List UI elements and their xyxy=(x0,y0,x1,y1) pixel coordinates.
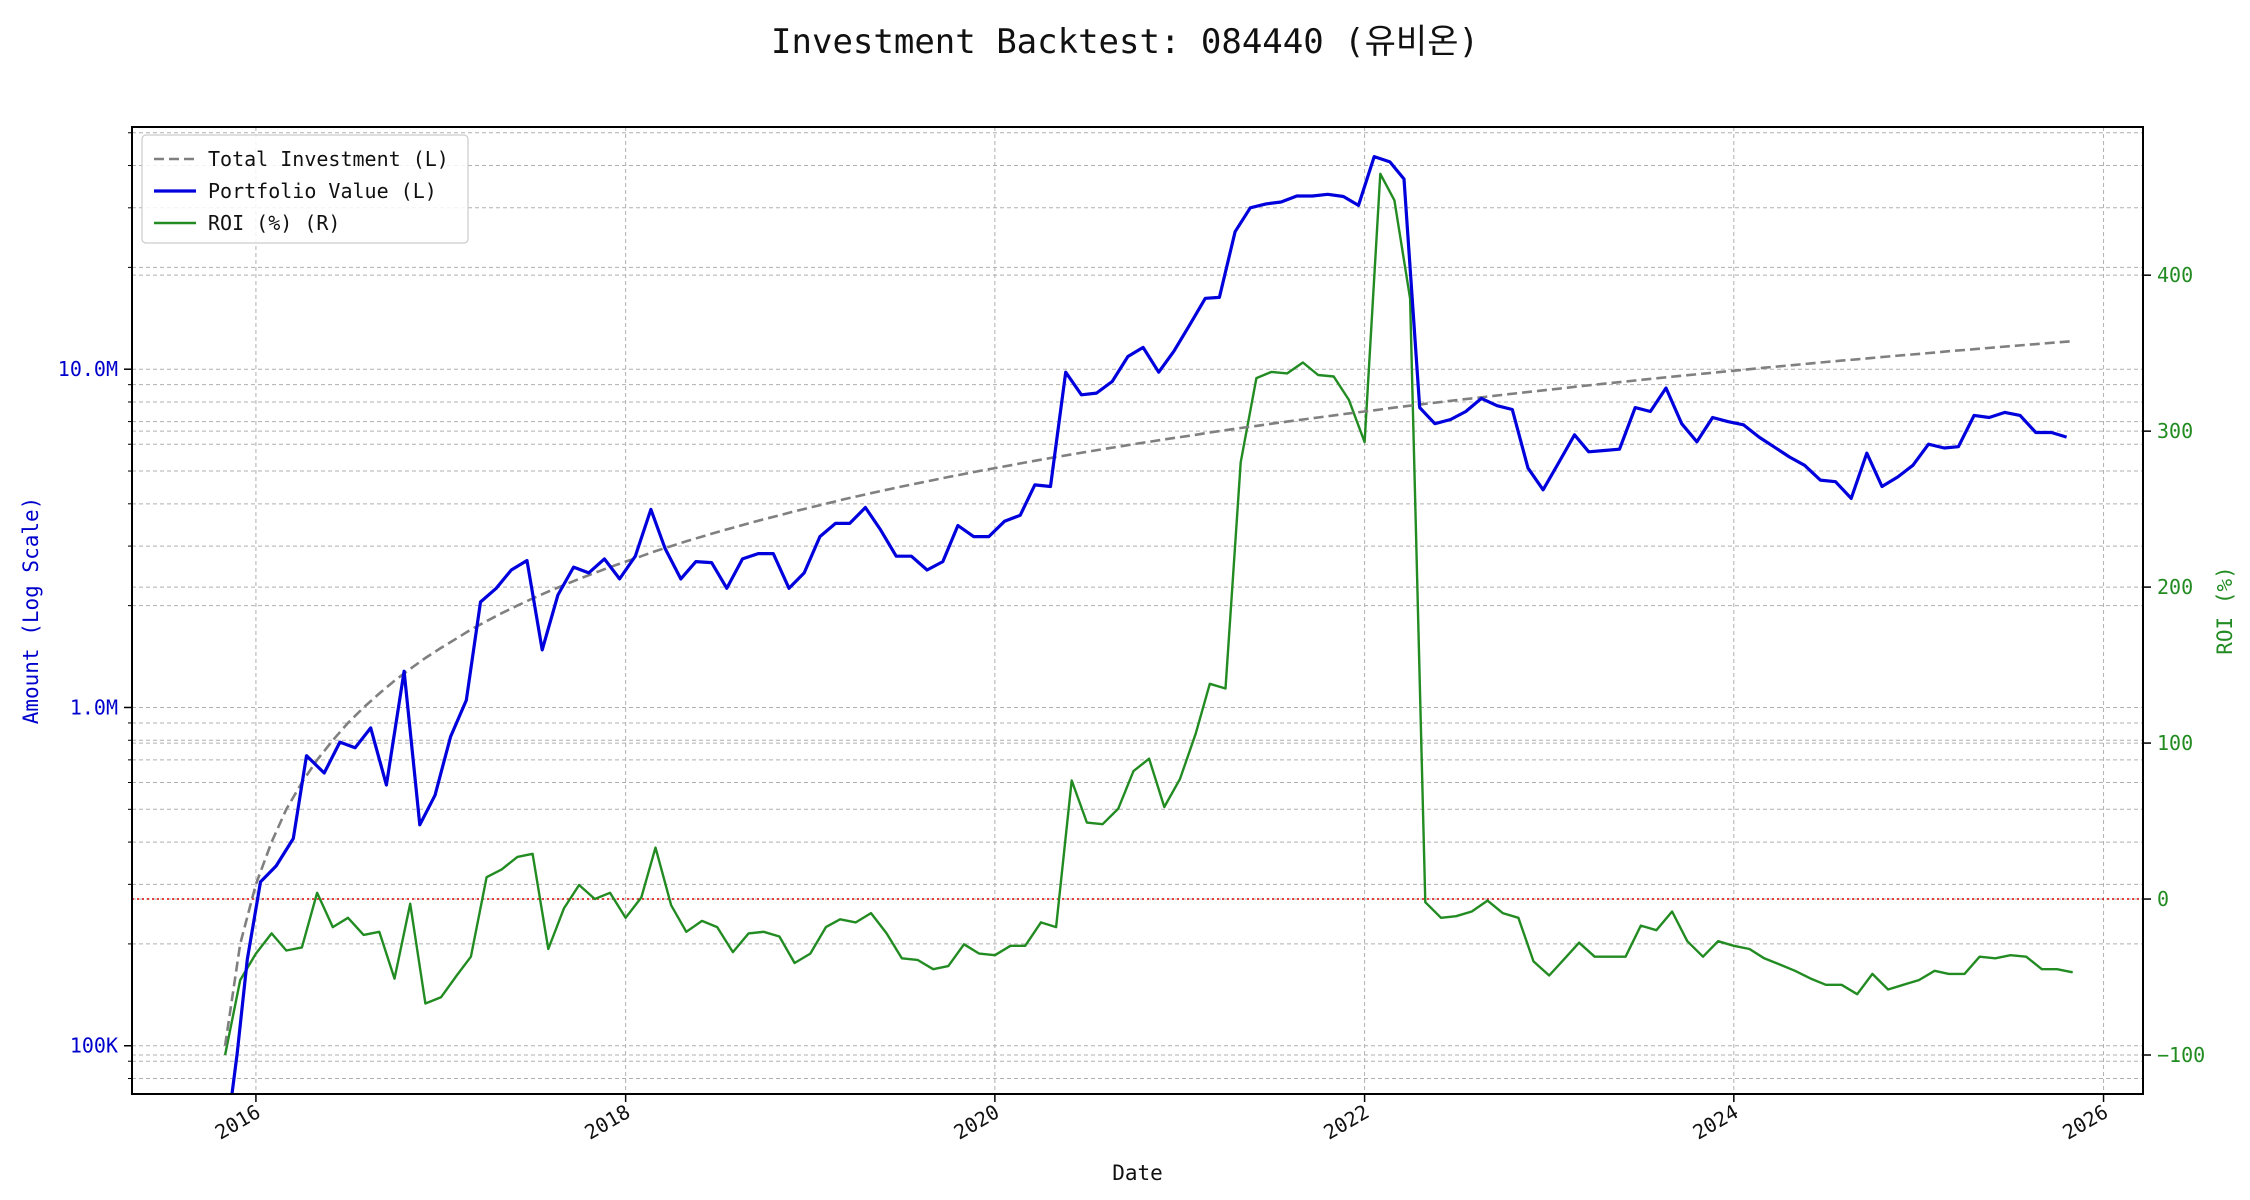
y-left-tick-label: 1.0M xyxy=(70,695,118,719)
legend-box xyxy=(141,134,469,244)
series xyxy=(223,155,2073,1094)
y-right-tick-label: 300 xyxy=(2157,419,2193,443)
y-right-tick-label: 400 xyxy=(2157,263,2193,287)
x-tick-label: 2018 xyxy=(580,1100,634,1145)
y-right-tick-label: 200 xyxy=(2157,575,2193,599)
grid xyxy=(132,127,2143,1094)
legend: Total Investment (L) Portfolio Value (L) R… xyxy=(141,134,469,244)
y-right-tick-label: 100 xyxy=(2157,731,2193,755)
y-right-tick-label: −100 xyxy=(2157,1043,2205,1067)
x-tick-label: 2026 xyxy=(2058,1100,2112,1145)
x-tick-label: 2020 xyxy=(950,1100,1004,1145)
chart-title: Investment Backtest: 084440 (유비온) xyxy=(771,22,1479,62)
x-tick-label: 2024 xyxy=(1689,1100,1743,1145)
x-tick-label: 2016 xyxy=(211,1100,265,1145)
y-left-tick-label: 100K xyxy=(70,1034,118,1058)
legend-label-2: ROI (%) (R) xyxy=(208,211,340,235)
series-line-2 xyxy=(223,172,2073,1056)
x-axis-label: Date xyxy=(1112,1161,1163,1185)
y-axis-right-label: ROI (%) xyxy=(2213,566,2237,655)
series-line-1 xyxy=(230,155,2068,1094)
legend-label-1: Portfolio Value (L) xyxy=(208,179,437,203)
y-left-tick-label: 10.0M xyxy=(58,357,118,381)
legend-label-0: Total Investment (L) xyxy=(208,147,449,171)
y-axis-left-label: Amount (Log Scale) xyxy=(19,497,43,725)
axis-ticks: 2016 2018 2020 2022 2024 2026 100K 1.0M 10.0M −10… xyxy=(58,132,2205,1145)
series-line-0 xyxy=(223,339,2073,1046)
plot-frame xyxy=(131,126,2144,1095)
x-tick-label: 2022 xyxy=(1319,1100,1373,1145)
y-right-tick-label: 0 xyxy=(2157,887,2169,911)
